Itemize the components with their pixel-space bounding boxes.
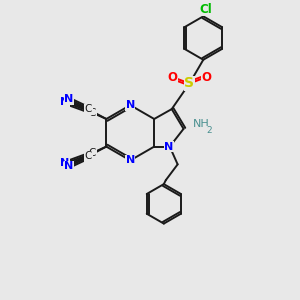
Text: N: N [126,100,135,110]
Text: N: N [60,158,70,168]
Text: C: C [85,104,92,114]
Text: N: N [126,155,135,165]
Text: C: C [85,152,92,161]
Text: C: C [89,108,96,118]
Text: 2: 2 [206,126,212,135]
Text: N: N [64,161,74,171]
Text: NH: NH [193,119,210,129]
Text: N: N [64,94,74,104]
Text: S: S [184,76,194,90]
Text: O: O [168,71,178,84]
Text: N: N [60,97,70,107]
Text: Cl: Cl [199,3,211,16]
Text: C: C [89,148,96,158]
Text: O: O [201,71,211,84]
Text: N: N [164,142,173,152]
